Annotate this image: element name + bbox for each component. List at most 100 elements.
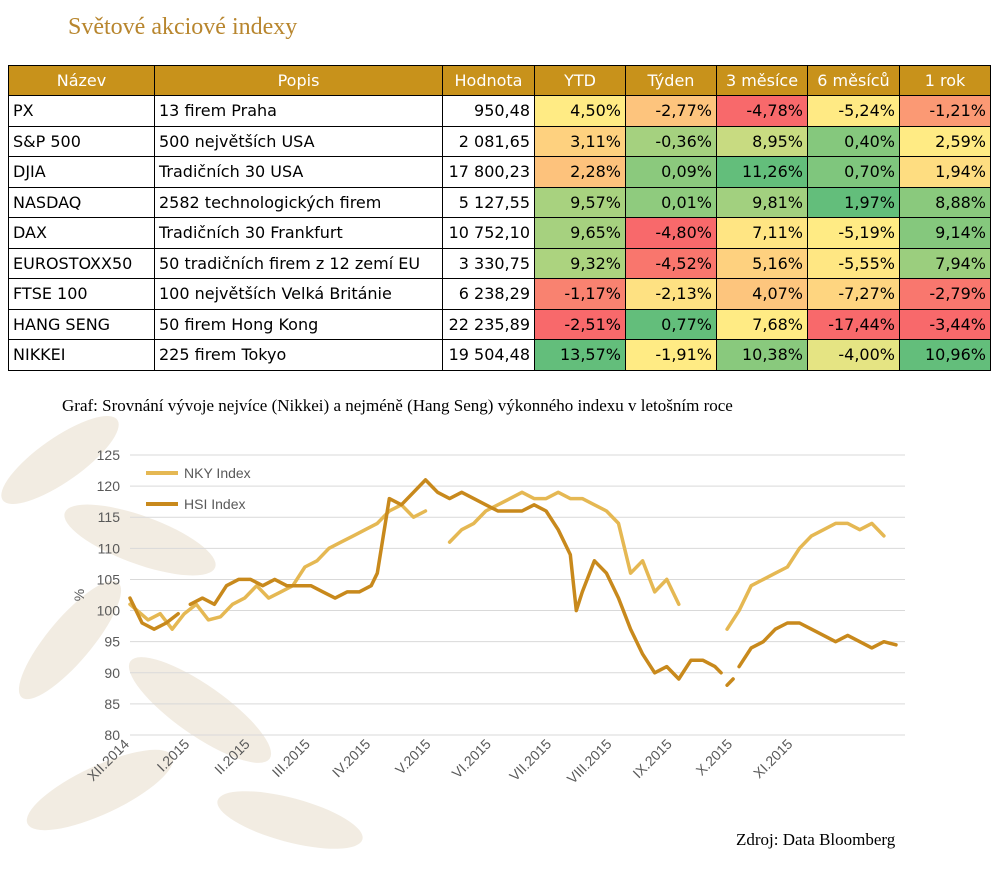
3-months-cell: 8,95% xyxy=(716,125,808,157)
week-cell: -0,36% xyxy=(625,125,717,157)
3-months-cell: 7,11% xyxy=(716,217,808,249)
index-value-cell: 950,48 xyxy=(442,95,535,127)
table-row: HANG SENG 50 firem Hong Kong 22 235,89 -2,5… xyxy=(8,308,991,340)
week-cell: 0,01% xyxy=(625,186,717,218)
y-tick-label: 90 xyxy=(104,665,120,681)
legend-label: HSI Index xyxy=(184,496,245,512)
week-cell: 0,09% xyxy=(625,156,717,188)
ytd-cell: 2,28% xyxy=(534,156,626,188)
index-value-cell: 5 127,55 xyxy=(442,186,535,218)
3-months-cell: 5,16% xyxy=(716,247,808,279)
series-line xyxy=(188,478,723,681)
3-months-cell: 9,81% xyxy=(716,186,808,218)
index-description-cell: 13 firem Praha xyxy=(154,95,443,127)
1-year-cell: -2,79% xyxy=(899,278,991,310)
header-6-months: 6 měsíců xyxy=(807,65,900,96)
index-name-cell: S&P 500 xyxy=(8,125,155,157)
table-row: DAX Tradičních 30 Frankfurt 10 752,10 9,65%… xyxy=(8,217,991,249)
1-year-cell: 7,94% xyxy=(899,247,991,279)
x-tick-label: II.2015 xyxy=(211,736,253,778)
index-description-cell: 100 největších Velká Británie xyxy=(154,278,443,310)
week-cell: -4,52% xyxy=(625,247,717,279)
3-months-cell: 10,38% xyxy=(716,339,808,371)
series-line xyxy=(725,677,735,687)
y-tick-label: 120 xyxy=(97,478,121,494)
x-tick-label: IX.2015 xyxy=(629,736,675,782)
x-tick-label: XI.2015 xyxy=(750,736,796,782)
6-months-cell: -5,19% xyxy=(807,217,900,249)
x-tick-label: X.2015 xyxy=(693,736,736,779)
index-description-cell: 225 firem Tokyo xyxy=(154,339,443,371)
index-name-cell: DAX xyxy=(8,217,155,249)
header-ytd: YTD xyxy=(534,65,626,96)
x-tick-label: VI.2015 xyxy=(449,736,495,782)
ytd-cell: 9,65% xyxy=(534,217,626,249)
ytd-cell: -2,51% xyxy=(534,308,626,340)
1-year-cell: 8,88% xyxy=(899,186,991,218)
index-description-cell: 500 největších USA xyxy=(154,125,443,157)
series-line xyxy=(725,521,886,631)
week-cell: -4,80% xyxy=(625,217,717,249)
1-year-cell: 10,96% xyxy=(899,339,991,371)
x-tick-label: I.2015 xyxy=(154,736,193,775)
y-tick-label: 105 xyxy=(97,571,121,587)
table-row: S&P 500 500 největších USA 2 081,65 3,11% -0… xyxy=(8,125,991,157)
index-value-cell: 19 504,48 xyxy=(442,339,535,371)
ytd-cell: -1,17% xyxy=(534,278,626,310)
6-months-cell: -5,55% xyxy=(807,247,900,279)
header-description: Popis xyxy=(154,65,443,96)
header-value: Hodnota xyxy=(442,65,535,96)
index-name-cell: PX xyxy=(8,95,155,127)
table-row: NASDAQ 2582 technologických firem 5 127,55… xyxy=(8,186,991,218)
week-cell: -1,91% xyxy=(625,339,717,371)
legend-label: NKY Index xyxy=(184,465,251,481)
y-tick-label: 125 xyxy=(97,447,121,463)
table-row: EUROSTOXX50 50 tradičních firem z 12 zemí… xyxy=(8,247,991,279)
1-year-cell: 9,14% xyxy=(899,217,991,249)
decorative-leaf-watermark xyxy=(1,415,363,849)
3-months-cell: -4,78% xyxy=(716,95,808,127)
week-cell: 0,77% xyxy=(625,308,717,340)
index-description-cell: 50 firem Hong Kong xyxy=(154,308,443,340)
series-line xyxy=(737,621,898,669)
ytd-cell: 4,50% xyxy=(534,95,626,127)
index-value-cell: 2 081,65 xyxy=(442,125,535,157)
table-row: PX 13 firem Praha 950,48 4,50% -2,77% -4,78% -… xyxy=(8,95,991,127)
index-description-cell: 2582 technologických firem xyxy=(154,186,443,218)
table-row: FTSE 100 100 největších Velká Británie 6 2… xyxy=(8,278,991,310)
table-header-row: Název Popis Hodnota YTD Týden 3 měsíce 6… xyxy=(8,65,991,96)
index-name-cell: DJIA xyxy=(8,156,155,188)
y-axis-label: % xyxy=(71,589,87,601)
index-name-cell: FTSE 100 xyxy=(8,278,155,310)
series-line xyxy=(128,596,180,631)
6-months-cell: 0,40% xyxy=(807,125,900,157)
3-months-cell: 11,26% xyxy=(716,156,808,188)
index-value-cell: 10 752,10 xyxy=(442,217,535,249)
6-months-cell: -5,24% xyxy=(807,95,900,127)
table-row: DJIA Tradičních 30 USA 17 800,23 2,28% 0,09%… xyxy=(8,156,991,188)
y-tick-label: 85 xyxy=(104,696,120,712)
6-months-cell: 1,97% xyxy=(807,186,900,218)
y-tick-label: 80 xyxy=(104,727,120,743)
series-line xyxy=(128,503,428,631)
header-name: Název xyxy=(8,65,155,96)
index-value-cell: 22 235,89 xyxy=(442,308,535,340)
6-months-cell: -4,00% xyxy=(807,339,900,371)
table-row: NIKKEI 225 firem Tokyo 19 504,48 13,57% -1,9… xyxy=(8,339,991,371)
index-description-cell: Tradičních 30 USA xyxy=(154,156,443,188)
y-tick-label: 115 xyxy=(98,509,121,525)
index-value-cell: 3 330,75 xyxy=(442,247,535,279)
3-months-cell: 4,07% xyxy=(716,278,808,310)
index-description-cell: 50 tradičních firem z 12 zemí EU xyxy=(154,247,443,279)
x-tick-label: VIII.2015 xyxy=(564,736,615,787)
header-week: Týden xyxy=(625,65,717,96)
index-name-cell: NIKKEI xyxy=(8,339,155,371)
data-source: Zdroj: Data Bloomberg xyxy=(736,830,896,849)
week-cell: -2,13% xyxy=(625,278,717,310)
6-months-cell: -7,27% xyxy=(807,278,900,310)
index-description-cell: Tradičních 30 Frankfurt xyxy=(154,217,443,249)
y-tick-label: 95 xyxy=(104,634,120,650)
ytd-cell: 9,57% xyxy=(534,186,626,218)
ytd-cell: 3,11% xyxy=(534,125,626,157)
index-value-cell: 6 238,29 xyxy=(442,278,535,310)
